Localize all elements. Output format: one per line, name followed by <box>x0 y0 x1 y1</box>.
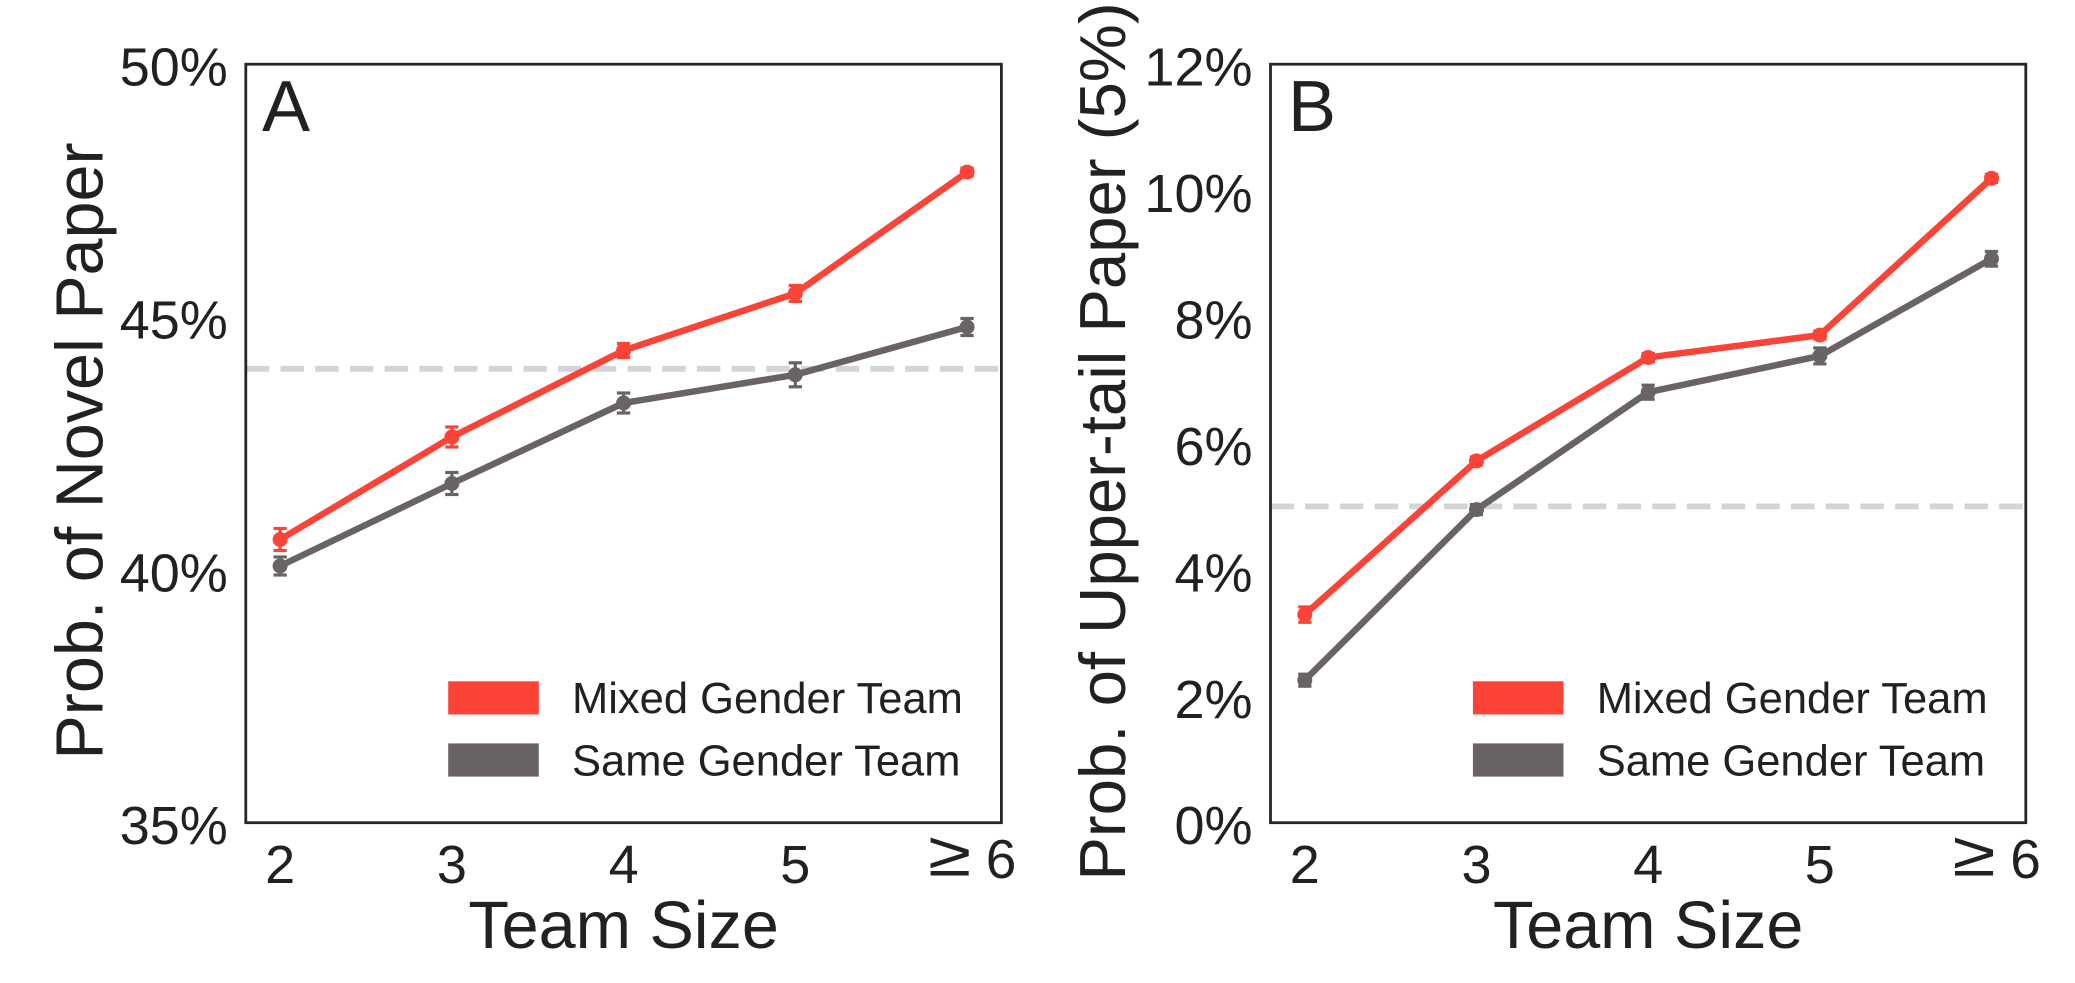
svg-text:40%: 40% <box>120 543 228 603</box>
svg-text:Team Size: Team Size <box>1493 889 1803 963</box>
svg-text:8%: 8% <box>1174 291 1252 351</box>
svg-text:Mixed Gender Team: Mixed Gender Team <box>572 675 963 723</box>
svg-text:≥: ≥ <box>1953 820 1996 890</box>
svg-text:4%: 4% <box>1174 543 1252 603</box>
svg-text:45%: 45% <box>120 291 228 351</box>
svg-text:3: 3 <box>437 835 467 895</box>
svg-text:6: 6 <box>2010 828 2041 890</box>
svg-text:A: A <box>262 67 310 147</box>
svg-text:6%: 6% <box>1174 417 1252 477</box>
svg-text:6: 6 <box>986 828 1017 890</box>
svg-text:Mixed Gender Team: Mixed Gender Team <box>1597 675 1988 723</box>
svg-text:50%: 50% <box>120 38 228 98</box>
svg-text:5: 5 <box>780 835 810 895</box>
svg-text:4: 4 <box>609 835 639 895</box>
svg-text:≥: ≥ <box>928 820 971 890</box>
svg-text:Same Gender Team: Same Gender Team <box>1597 738 1985 786</box>
svg-text:10%: 10% <box>1144 164 1252 224</box>
svg-text:12%: 12% <box>1144 38 1252 98</box>
svg-text:35%: 35% <box>120 796 228 856</box>
svg-text:5: 5 <box>1805 835 1835 895</box>
svg-text:3: 3 <box>1461 835 1491 895</box>
svg-text:Team Size: Team Size <box>468 889 778 963</box>
svg-text:0%: 0% <box>1174 796 1252 856</box>
svg-text:2%: 2% <box>1174 670 1252 730</box>
svg-text:Prob. of Upper-tail Paper (5%): Prob. of Upper-tail Paper (5%) <box>1066 2 1139 880</box>
svg-text:Prob. of Novel Paper: Prob. of Novel Paper <box>44 142 118 759</box>
svg-text:Same Gender Team: Same Gender Team <box>572 738 960 786</box>
svg-text:4: 4 <box>1633 835 1663 895</box>
svg-text:B: B <box>1288 67 1336 147</box>
svg-text:2: 2 <box>265 835 295 895</box>
svg-text:2: 2 <box>1290 835 1320 895</box>
